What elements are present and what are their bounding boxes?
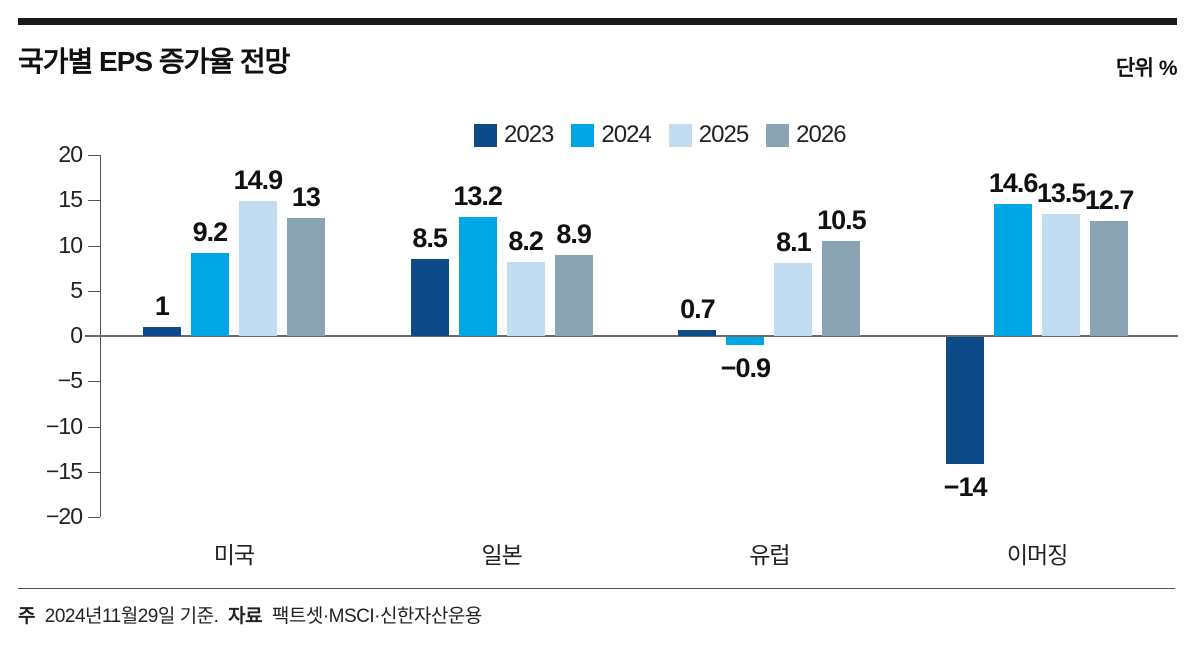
bar-value-label: −14 [943,471,988,502]
y-tick-label: −10 [45,412,83,439]
bar-value-label: 13.2 [453,180,503,211]
y-tick-label: −20 [45,503,83,529]
legend-item-2024: 2024 [571,121,652,149]
y-tick [88,200,100,202]
legend: 2023 2024 2025 2026 [474,121,847,149]
top-rule [18,18,1177,25]
y-tick-label: −5 [57,367,83,394]
bar-2024-일본 [458,216,497,336]
bar-2025-미국 [238,201,277,336]
legend-swatch-icon [668,123,692,147]
legend-item-2025: 2025 [668,121,749,149]
bar-2025-이머징 [1042,213,1081,336]
bar-value-label: 14.6 [988,167,1039,198]
bar-2023-일본 [410,259,449,336]
bar-2025-일본 [506,261,545,336]
bar-value-label: 13.5 [1036,177,1087,208]
y-tick-label: −15 [45,457,83,484]
y-tick [88,245,100,247]
bar-value-label: 0.7 [680,293,716,324]
unit-label: 단위 % [1115,57,1178,80]
footer-source-label: 자료 [228,606,263,627]
legend-label: 2024 [601,121,651,148]
y-tick [88,381,100,383]
footer-source-text: 팩트셋·MSCI·신한자산운용 [271,606,482,627]
bar-value-label: 8.5 [412,223,448,254]
legend-label: 2026 [796,121,846,148]
bar-2026-이머징 [1090,221,1129,336]
footer-note-text: 2024년11월29일 기준. [44,606,219,627]
bar-value-label: 14.9 [233,165,284,196]
footer: 주 2024년11월29일 기준. 자료 팩트셋·MSCI·신한자산운용 [18,601,482,628]
bar-value-label: 10.5 [817,204,867,235]
bar-2024-이머징 [994,203,1033,336]
y-tick [88,426,100,428]
y-tick [88,517,100,518]
y-tick [88,290,100,292]
bar-2024-유럽 [726,337,765,346]
page-title: 국가별 EPS 증가율 전망 [18,46,290,77]
legend-swatch-icon [766,123,790,147]
x-category-label: 일본 [481,542,522,568]
y-tick-label: 20 [58,141,83,167]
footer-rule [18,588,1175,589]
legend-label: 2023 [504,121,554,148]
bar-value-label: 8.1 [776,226,812,257]
bar-2024-미국 [190,252,229,336]
zero-baseline [85,335,1178,337]
bar-value-label: 12.7 [1084,185,1135,216]
bar-2026-미국 [286,218,325,336]
footer-note-label: 주 [18,606,35,627]
legend-swatch-icon [571,123,595,147]
bar-2023-미국 [142,326,181,336]
legend-item-2023: 2023 [474,121,554,149]
x-category-label: 미국 [213,542,255,568]
bar-value-label: 8.2 [508,225,544,256]
bar-value-label: 9.2 [192,216,229,247]
bar-2023-유럽 [678,329,717,336]
legend-label: 2025 [698,121,749,148]
bar-2023-이머징 [946,337,985,464]
x-category-label: 이머징 [1006,542,1068,568]
bar-2026-유럽 [822,240,861,336]
bar-2026-일본 [554,255,593,336]
y-tick-label: 10 [58,231,83,258]
bar-value-label: 8.9 [556,219,592,250]
y-tick [88,155,100,156]
bar-value-label: 1 [154,290,170,321]
bar-value-label: 13 [291,182,321,213]
y-tick-label: 15 [58,186,83,213]
y-tick-label: 5 [70,276,83,303]
y-tick [88,471,100,473]
x-category-label: 유럽 [749,542,790,568]
bar-value-label: −0.9 [720,353,771,384]
bar-2025-유럽 [774,262,813,336]
legend-item-2026: 2026 [766,121,847,149]
y-tick-label: 0 [70,322,83,348]
legend-swatch-icon [474,123,497,147]
